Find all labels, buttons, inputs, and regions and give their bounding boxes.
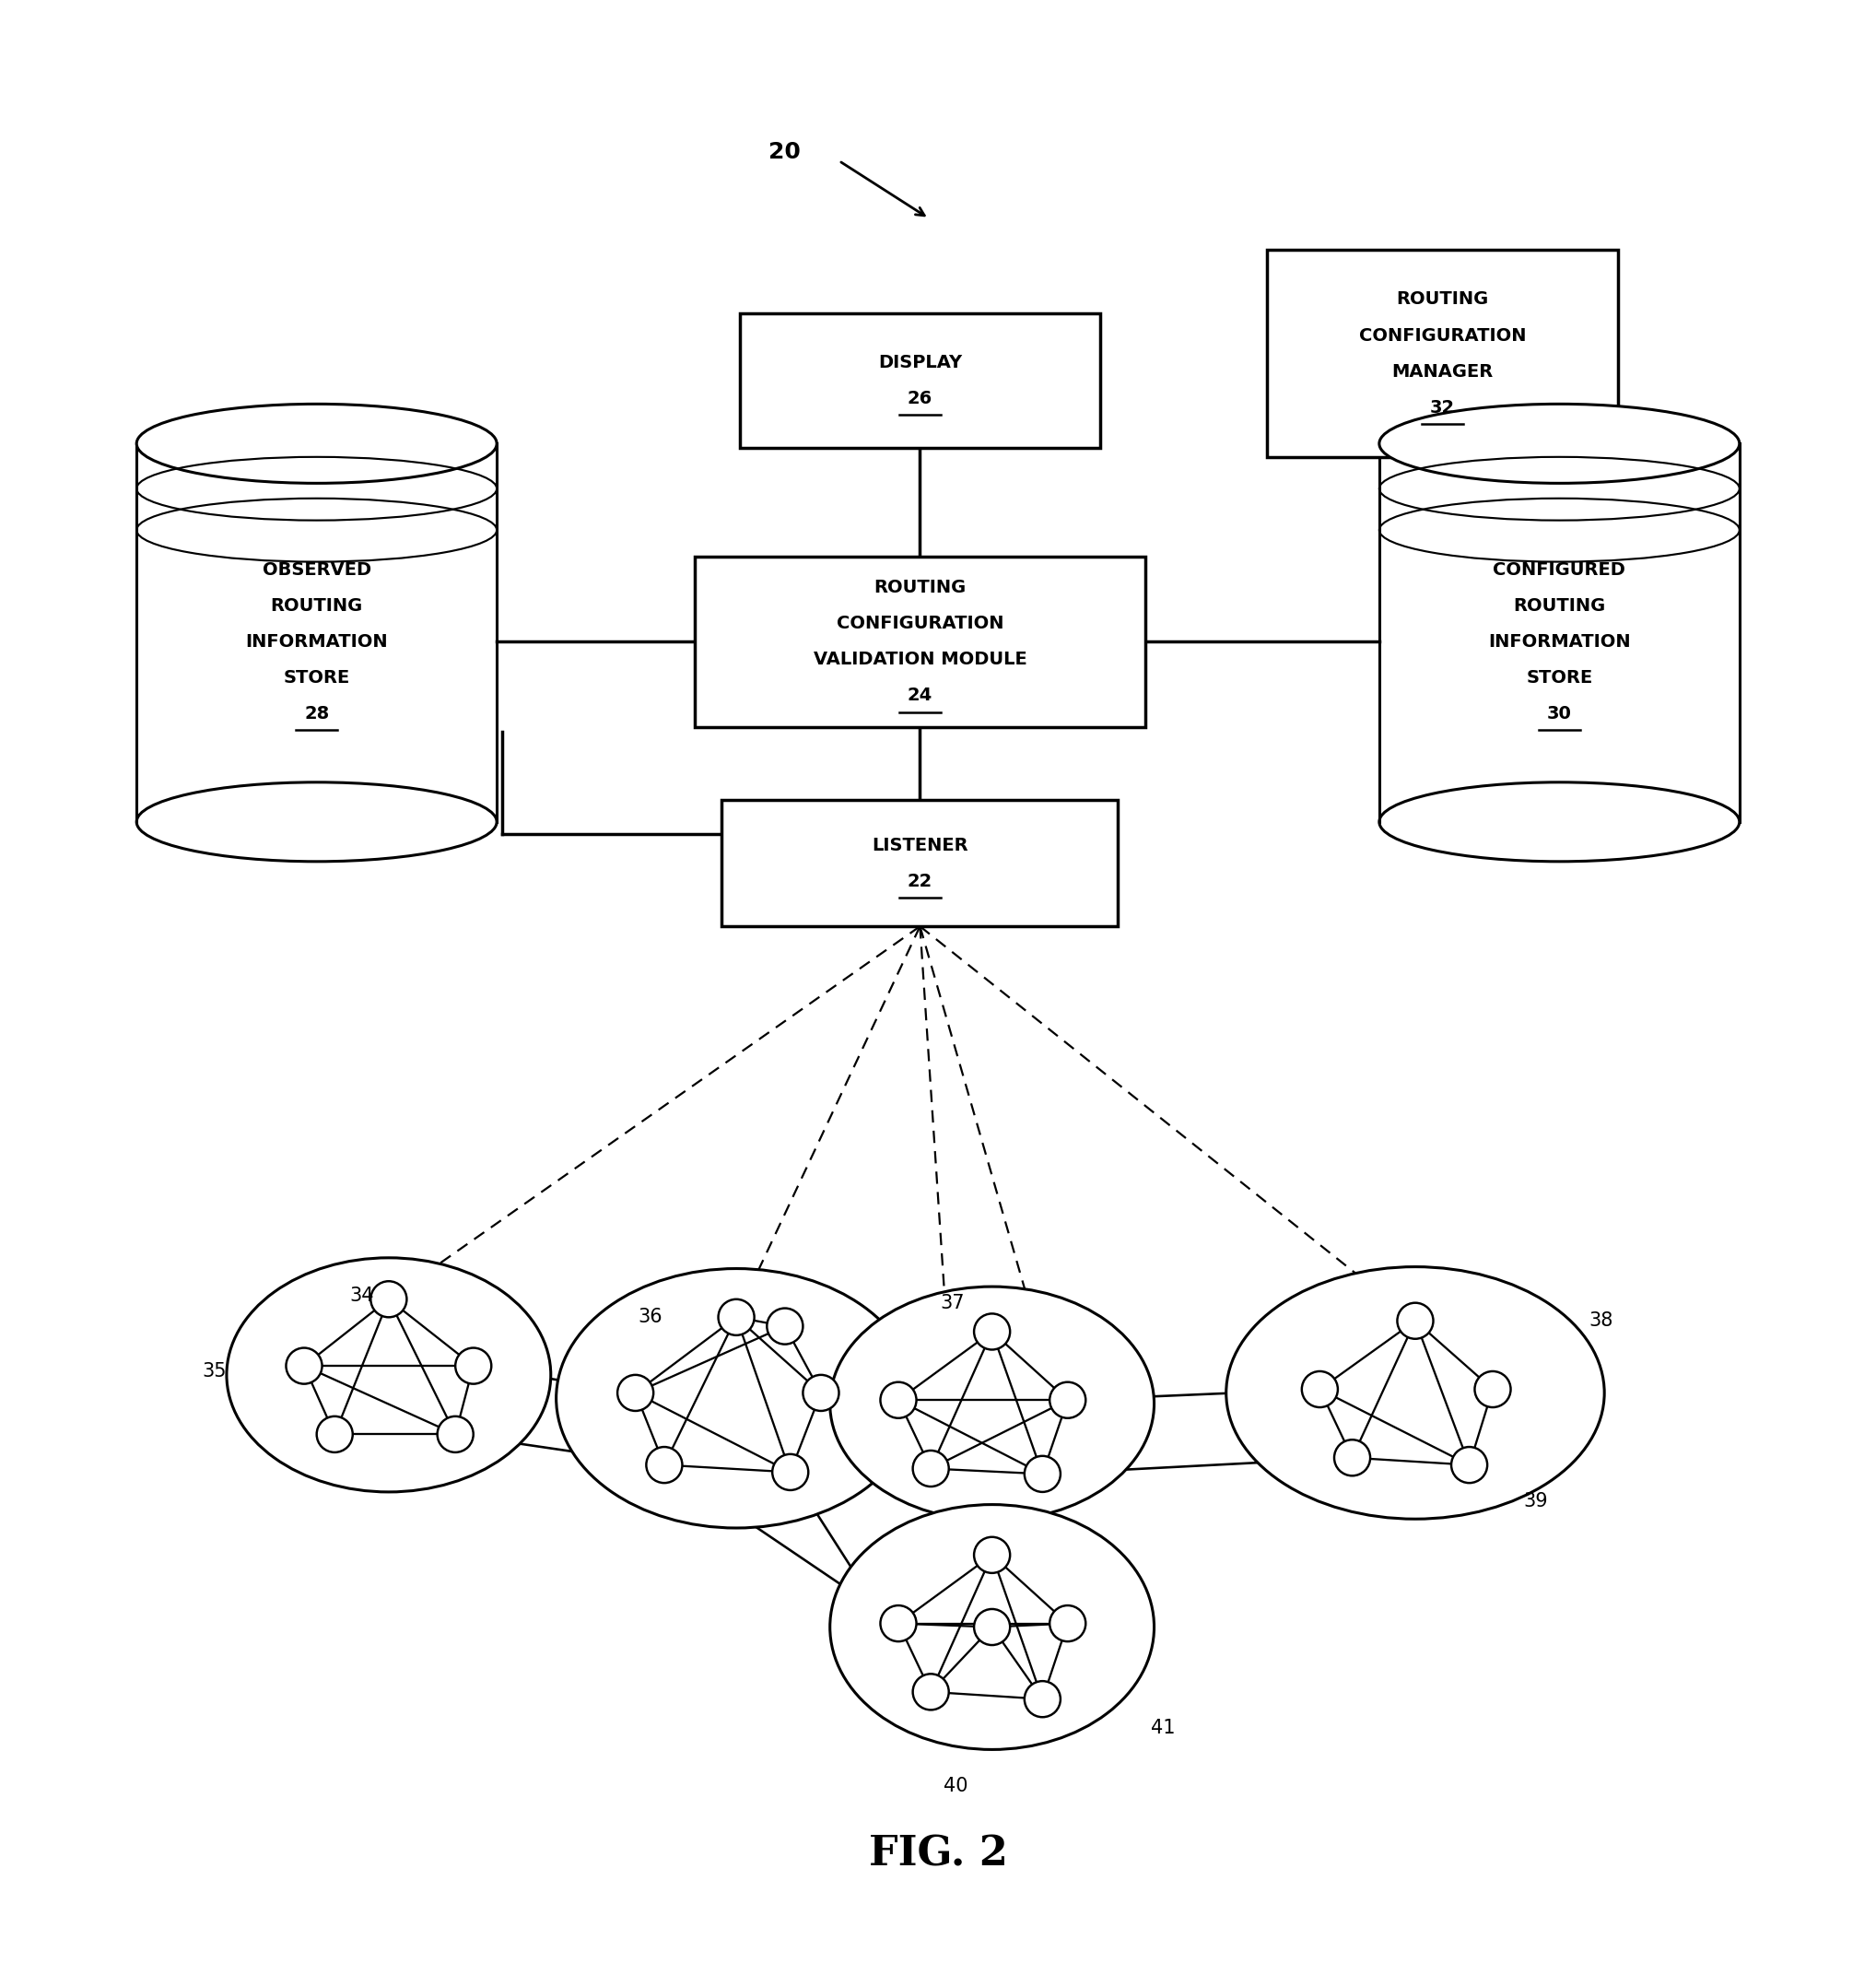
- Text: 32: 32: [1430, 399, 1454, 417]
- Text: CONFIGURATION: CONFIGURATION: [837, 616, 1004, 632]
- Circle shape: [773, 1454, 809, 1490]
- Ellipse shape: [829, 1505, 1154, 1750]
- Text: INFORMATION: INFORMATION: [246, 634, 388, 651]
- Text: OBSERVED: OBSERVED: [263, 560, 371, 578]
- Bar: [1379, 443, 1739, 822]
- Text: 36: 36: [638, 1309, 662, 1327]
- Text: 30: 30: [1548, 705, 1572, 723]
- Circle shape: [974, 1609, 1009, 1644]
- Text: VALIDATION MODULE: VALIDATION MODULE: [812, 651, 1026, 669]
- Circle shape: [285, 1348, 323, 1384]
- Circle shape: [880, 1382, 915, 1418]
- Text: INFORMATION: INFORMATION: [1488, 634, 1630, 651]
- Circle shape: [803, 1374, 839, 1410]
- Text: MANAGER: MANAGER: [1392, 363, 1493, 379]
- Text: CONFIGURATION: CONFIGURATION: [1358, 328, 1525, 344]
- Circle shape: [1475, 1370, 1510, 1408]
- Text: 37: 37: [940, 1293, 964, 1313]
- Circle shape: [914, 1674, 949, 1710]
- Text: 22: 22: [908, 872, 932, 890]
- Text: 28: 28: [304, 705, 328, 723]
- Text: 41: 41: [1150, 1718, 1176, 1738]
- Ellipse shape: [1379, 403, 1739, 483]
- Ellipse shape: [137, 782, 497, 862]
- Ellipse shape: [829, 1287, 1154, 1521]
- Circle shape: [880, 1605, 915, 1642]
- Bar: [722, 800, 1118, 925]
- Circle shape: [1334, 1440, 1369, 1476]
- Circle shape: [1398, 1303, 1433, 1339]
- Text: ROUTING: ROUTING: [1514, 598, 1606, 614]
- Bar: [1266, 250, 1617, 457]
- Text: 26: 26: [908, 389, 932, 407]
- Ellipse shape: [1379, 782, 1739, 862]
- Text: 24: 24: [908, 687, 932, 705]
- Circle shape: [1024, 1680, 1060, 1718]
- Text: ROUTING: ROUTING: [1396, 290, 1488, 308]
- Circle shape: [1452, 1448, 1488, 1484]
- Circle shape: [1051, 1382, 1086, 1418]
- Ellipse shape: [227, 1257, 552, 1491]
- Circle shape: [371, 1281, 407, 1317]
- Circle shape: [437, 1416, 473, 1452]
- Circle shape: [974, 1537, 1009, 1573]
- Circle shape: [456, 1348, 492, 1384]
- Circle shape: [617, 1374, 653, 1410]
- Circle shape: [914, 1450, 949, 1488]
- Text: 20: 20: [769, 141, 801, 163]
- Text: 34: 34: [349, 1287, 373, 1305]
- Circle shape: [1051, 1605, 1086, 1642]
- Circle shape: [767, 1309, 803, 1345]
- Bar: [694, 556, 1144, 727]
- Circle shape: [317, 1416, 353, 1452]
- Text: STORE: STORE: [283, 669, 351, 687]
- Circle shape: [1302, 1370, 1338, 1408]
- Ellipse shape: [555, 1269, 915, 1527]
- Ellipse shape: [1227, 1267, 1604, 1519]
- Circle shape: [719, 1299, 754, 1335]
- Circle shape: [1024, 1456, 1060, 1491]
- Text: FIG. 2: FIG. 2: [869, 1835, 1007, 1875]
- Text: DISPLAY: DISPLAY: [878, 354, 962, 371]
- Text: 38: 38: [1589, 1311, 1613, 1331]
- Text: ROUTING: ROUTING: [874, 580, 966, 596]
- Circle shape: [645, 1448, 683, 1484]
- Text: 35: 35: [203, 1362, 227, 1380]
- Text: ROUTING: ROUTING: [270, 598, 362, 614]
- Ellipse shape: [137, 403, 497, 483]
- Text: LISTENER: LISTENER: [872, 836, 968, 854]
- Circle shape: [974, 1313, 1009, 1350]
- Text: 40: 40: [944, 1775, 968, 1795]
- Bar: [739, 314, 1099, 449]
- Text: 39: 39: [1523, 1491, 1548, 1509]
- Bar: [137, 443, 497, 822]
- Text: CONFIGURED: CONFIGURED: [1493, 560, 1626, 578]
- Text: STORE: STORE: [1525, 669, 1593, 687]
